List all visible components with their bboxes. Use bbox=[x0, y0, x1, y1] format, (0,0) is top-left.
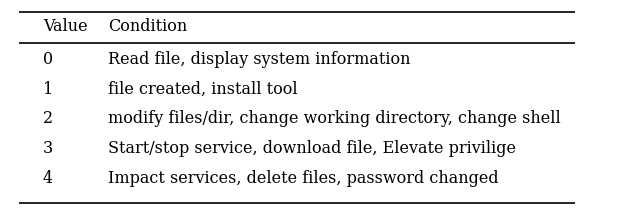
Text: 4: 4 bbox=[43, 170, 53, 187]
Text: Start/stop service, download file, Elevate privilige: Start/stop service, download file, Eleva… bbox=[108, 140, 516, 157]
Text: 3: 3 bbox=[43, 140, 53, 157]
Text: file created, install tool: file created, install tool bbox=[108, 80, 298, 98]
Text: Impact services, delete files, password changed: Impact services, delete files, password … bbox=[108, 170, 499, 187]
Text: 1: 1 bbox=[43, 80, 53, 98]
Text: Value: Value bbox=[43, 18, 88, 35]
Text: Read file, display system information: Read file, display system information bbox=[108, 51, 410, 68]
Text: 2: 2 bbox=[43, 110, 53, 127]
Text: 0: 0 bbox=[43, 51, 53, 68]
Text: modify files/dir, change working directory, change shell: modify files/dir, change working directo… bbox=[108, 110, 561, 127]
Text: Condition: Condition bbox=[108, 18, 187, 35]
